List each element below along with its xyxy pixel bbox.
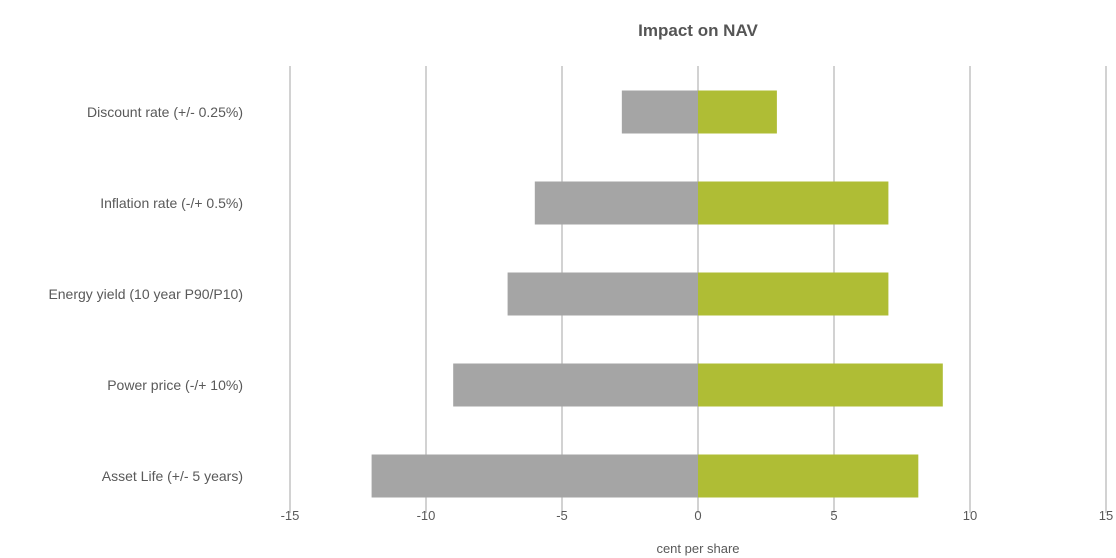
bar-downside	[507, 272, 698, 316]
category-label: Energy yield (10 year P90/P10)	[48, 286, 243, 302]
category-label: Discount rate (+/- 0.25%)	[87, 104, 243, 120]
x-tick-label: 15	[1099, 508, 1113, 523]
bar-upside	[698, 454, 919, 498]
bar-upside	[698, 181, 889, 225]
category-labels: Discount rate (+/- 0.25%) Inflation rate …	[48, 104, 243, 484]
bar-downside	[453, 363, 698, 407]
bar-downside	[534, 181, 698, 225]
x-tick-label: -5	[556, 508, 568, 523]
bar-upside	[698, 272, 889, 316]
category-label: Asset Life (+/- 5 years)	[102, 468, 243, 484]
x-tick-label: 0	[694, 508, 701, 523]
x-tick-label: 10	[963, 508, 977, 523]
chart-title: Impact on NAV	[638, 21, 758, 40]
x-tick-labels: -15 -10 -5 0 5 10 15	[281, 508, 1114, 523]
x-tick-label: -15	[281, 508, 300, 523]
x-tick-label: -10	[417, 508, 436, 523]
bar-upside	[698, 90, 777, 134]
bar-upside	[698, 363, 943, 407]
category-label: Power price (-/+ 10%)	[107, 377, 243, 393]
bar-downside	[621, 90, 698, 134]
category-label: Inflation rate (-/+ 0.5%)	[100, 195, 243, 211]
bars	[371, 90, 943, 498]
x-tick-label: 5	[830, 508, 837, 523]
bar-downside	[371, 454, 698, 498]
x-axis-title: cent per share	[656, 541, 739, 556]
